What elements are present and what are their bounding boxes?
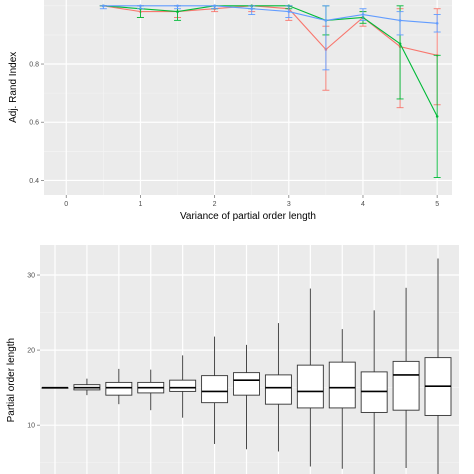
box-8 [264, 323, 292, 452]
box-iqr [105, 381, 133, 396]
data-point [139, 4, 142, 8]
box-10 [328, 329, 356, 469]
box-plot-boxes [41, 258, 452, 474]
data-point [398, 42, 402, 45]
box-12 [392, 287, 420, 468]
series-3 [99, 4, 441, 71]
box-plot-panel: 10 20 30 Partial order length [6, 245, 459, 474]
box-9 [296, 288, 324, 467]
box-plot-y-axis-title: Partial order length [6, 338, 17, 423]
data-point [213, 4, 216, 8]
box-plot-background [40, 245, 459, 474]
x-tick-label: 0 [64, 201, 68, 208]
data-point [435, 115, 439, 118]
box-5 [169, 355, 197, 418]
data-point [324, 19, 328, 22]
box-iqr [392, 360, 420, 411]
x-tick-label: 4 [361, 201, 365, 208]
box-iqr [169, 379, 197, 392]
box-iqr [201, 375, 229, 404]
series-line [103, 5, 438, 117]
box-3 [105, 368, 133, 405]
box-iqr [296, 364, 324, 409]
y-tick-label: 20 [27, 348, 35, 355]
series-line [103, 5, 438, 56]
line-chart-panel: 0.4 0.6 0.8 0 1 2 3 4 5 Variance of partial ord… [8, 0, 452, 222]
x-tick-label: 2 [213, 201, 217, 208]
data-point [176, 10, 179, 13]
box-11 [360, 310, 388, 474]
box-plot-y-ticks: 10 20 30 [27, 273, 40, 430]
box-iqr [328, 361, 356, 409]
line-chart-x-ticks: 0 1 2 3 4 5 [64, 195, 439, 208]
box-4 [137, 369, 165, 411]
x-tick-label: 1 [138, 201, 142, 208]
series-line [103, 5, 438, 24]
line-chart-series [99, 4, 441, 178]
data-point [361, 13, 365, 16]
line-chart-y-ticks: 0.4 0.6 0.8 [29, 62, 44, 185]
box-2 [73, 378, 101, 396]
y-tick-label: 0.6 [29, 120, 39, 127]
box-7 [233, 344, 260, 450]
data-point [435, 21, 439, 25]
y-tick-label: 0.8 [29, 62, 39, 69]
data-point [398, 19, 402, 22]
x-tick-label: 5 [435, 201, 439, 208]
data-point [287, 10, 291, 13]
y-tick-label: 0.4 [29, 178, 39, 185]
y-tick-label: 30 [27, 273, 35, 280]
data-point [176, 4, 179, 8]
x-tick-label: 3 [287, 201, 291, 208]
box-iqr [233, 372, 260, 396]
line-chart-x-axis-title: Variance of partial order length [180, 211, 316, 222]
data-point [250, 7, 254, 11]
y-tick-label: 10 [27, 423, 35, 430]
box-13 [424, 258, 452, 474]
box-iqr [264, 374, 292, 405]
line-chart-y-axis-title: Adj. Rand Index [8, 52, 19, 123]
line-chart-plot-background [44, 0, 452, 195]
box-1 [41, 386, 69, 389]
data-point [102, 4, 105, 8]
box-6 [201, 336, 229, 444]
